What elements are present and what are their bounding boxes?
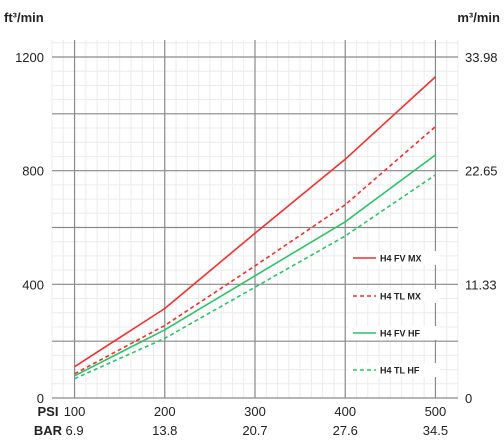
legend-bg [348,251,440,265]
legend-label: H4 FV HF [380,329,421,339]
x2-tick-label: 34.5 [423,423,448,438]
series-line-4 [74,174,436,380]
left-axis-unit: ft³/min [4,10,44,25]
x2-tick-label: 27.6 [333,423,358,438]
legend-label: H4 FV MX [380,254,422,264]
x-primary-row-label: PSI [38,404,59,419]
x2-tick-label: 13.8 [152,423,177,438]
series-line-3 [74,154,436,377]
series-line-2 [74,125,436,375]
x-tick-label: 200 [154,404,176,419]
x2-tick-label: 20.7 [242,423,267,438]
legend: H4 FV MX H4 TL MX H4 FV HF H4 TL HF [348,251,440,377]
x-tick-label: 300 [244,404,266,419]
x-secondary-row-label: BAR [34,423,63,438]
x-tick-label: 500 [425,404,447,419]
legend-label: H4 TL MX [380,292,421,302]
legend-bg [348,326,440,340]
y2-tick-label: 11.33 [465,277,497,292]
x-tick-label: 400 [334,404,356,419]
axis-labels: ft³/min m³/min PSI BAR 0 400 800 1200 0 11.33… [4,10,500,438]
y-tick-label: 1200 [15,50,44,65]
x-tick-label: 100 [64,404,86,419]
y-tick-label: 800 [22,164,44,179]
y2-tick-label: 22.65 [465,164,498,179]
y-tick-label: 400 [22,277,44,292]
y2-tick-label: 33.98 [465,50,498,65]
legend-bg [348,289,440,303]
y-tick-label: 0 [37,391,44,406]
major-grid [52,40,458,399]
series-line-1 [74,76,436,368]
legend-bg [348,363,440,377]
right-axis-unit: m³/min [457,10,500,25]
x2-tick-label: 6.9 [66,423,84,438]
series-layer [74,76,436,380]
legend-label: H4 TL HF [380,366,420,376]
y2-tick-label: 0 [465,391,472,406]
